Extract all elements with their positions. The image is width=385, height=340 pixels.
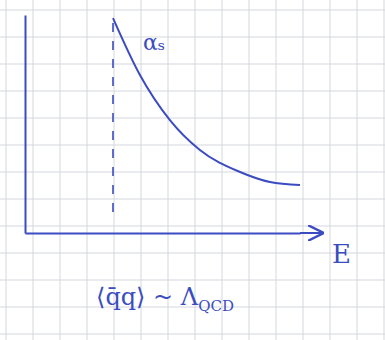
x-axis [26, 233, 301, 234]
paper-line [33, 0, 34, 340]
curve [113, 18, 300, 185]
reference-line [112, 23, 114, 218]
paper-line [6, 0, 7, 340]
y-axis-line [25, 16, 27, 234]
paper-line [384, 0, 385, 340]
paper-line [222, 0, 223, 340]
paper-line [0, 118, 385, 119]
graph-paper [0, 0, 385, 340]
paper-line [0, 226, 385, 227]
series-label: αₛ [143, 30, 165, 55]
paper-line [0, 10, 385, 11]
paper-line [303, 0, 304, 340]
paper-line [330, 0, 331, 340]
paper-line [276, 0, 277, 340]
x-axis-line [26, 233, 301, 235]
plot: αₛ E [26, 16, 351, 270]
paper-line [0, 37, 385, 38]
paper-line [87, 0, 88, 340]
paper-line [357, 0, 358, 340]
y-axis [25, 16, 26, 234]
paper-line [0, 334, 385, 335]
annotation: ⟨q̄q⟩ ~ ΛQCD [96, 283, 234, 315]
paper-line [0, 280, 385, 281]
paper-line [60, 0, 61, 340]
paper-line [0, 64, 385, 65]
paper-line [0, 91, 385, 92]
x-axis-arrow [300, 232, 322, 234]
paper-line [0, 172, 385, 173]
paper-line [0, 253, 385, 254]
paper-line [0, 199, 385, 200]
chart: αₛ E ⟨q̄q⟩ ~ ΛQCD [0, 0, 385, 340]
marks [113, 18, 300, 218]
paper-line [249, 0, 250, 340]
x-axis-title: E [332, 239, 351, 269]
